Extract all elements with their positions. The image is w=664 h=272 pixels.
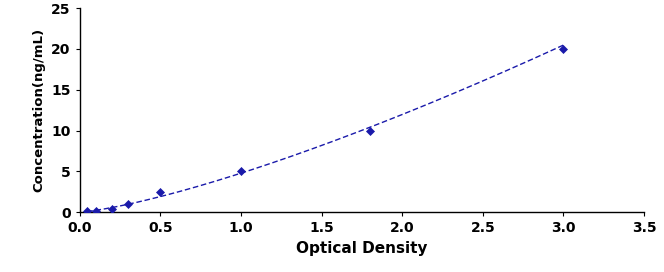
X-axis label: Optical Density: Optical Density <box>296 241 428 256</box>
Y-axis label: Concentration(ng/mL): Concentration(ng/mL) <box>33 28 46 192</box>
